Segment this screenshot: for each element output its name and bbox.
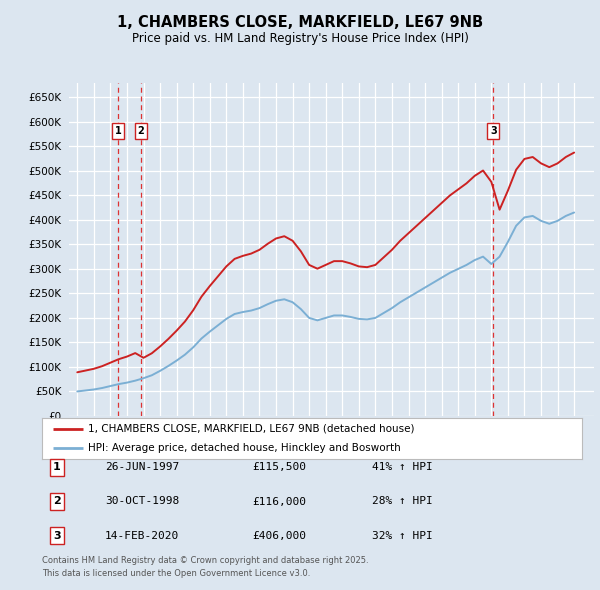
Text: £116,000: £116,000: [252, 497, 306, 506]
Text: 41% ↑ HPI: 41% ↑ HPI: [372, 463, 433, 472]
Text: 2: 2: [53, 497, 61, 506]
Text: 30-OCT-1998: 30-OCT-1998: [105, 497, 179, 506]
Text: 1, CHAMBERS CLOSE, MARKFIELD, LE67 9NB (detached house): 1, CHAMBERS CLOSE, MARKFIELD, LE67 9NB (…: [88, 424, 415, 434]
Text: 32% ↑ HPI: 32% ↑ HPI: [372, 531, 433, 540]
Text: £115,500: £115,500: [252, 463, 306, 472]
Text: HPI: Average price, detached house, Hinckley and Bosworth: HPI: Average price, detached house, Hinc…: [88, 443, 401, 453]
Text: 3: 3: [490, 126, 497, 136]
Text: 14-FEB-2020: 14-FEB-2020: [105, 531, 179, 540]
Text: 1: 1: [115, 126, 122, 136]
Text: 2: 2: [137, 126, 144, 136]
Text: 1: 1: [53, 463, 61, 472]
Text: 1, CHAMBERS CLOSE, MARKFIELD, LE67 9NB: 1, CHAMBERS CLOSE, MARKFIELD, LE67 9NB: [117, 15, 483, 30]
Text: 26-JUN-1997: 26-JUN-1997: [105, 463, 179, 472]
Text: 3: 3: [53, 531, 61, 540]
Text: Contains HM Land Registry data © Crown copyright and database right 2025.: Contains HM Land Registry data © Crown c…: [42, 556, 368, 565]
Text: Price paid vs. HM Land Registry's House Price Index (HPI): Price paid vs. HM Land Registry's House …: [131, 32, 469, 45]
Text: £406,000: £406,000: [252, 531, 306, 540]
Text: 28% ↑ HPI: 28% ↑ HPI: [372, 497, 433, 506]
Text: This data is licensed under the Open Government Licence v3.0.: This data is licensed under the Open Gov…: [42, 569, 310, 578]
